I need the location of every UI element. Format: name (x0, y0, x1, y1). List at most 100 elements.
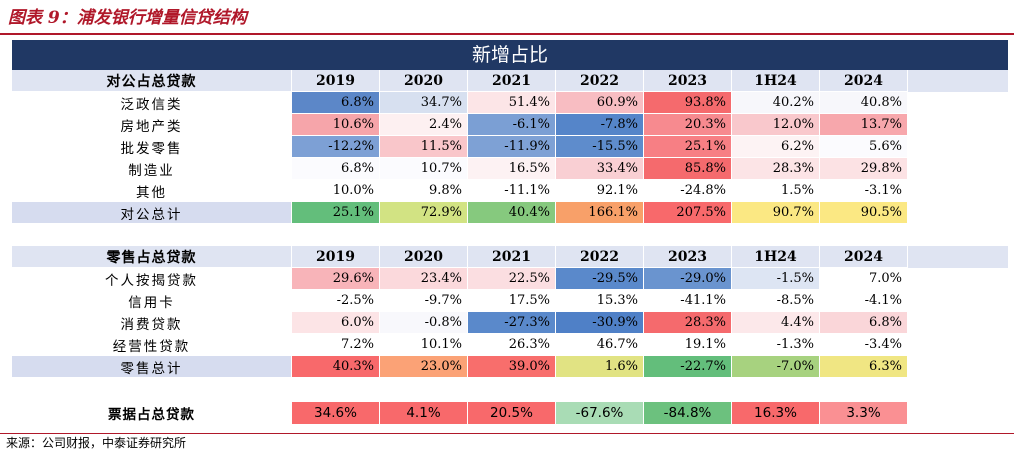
value-cell: -9.7% (380, 290, 468, 312)
value-cell: 7.2% (292, 334, 380, 356)
row-label: 个人按揭贷款 (12, 268, 292, 290)
row-label: 信用卡 (12, 290, 292, 312)
table-row: 制造业 6.8% 10.7% 16.5% 33.4% 85.8% 28.3% 29.8% (12, 158, 1008, 180)
value-cell: 33.4% (556, 158, 644, 180)
value-cell: 60.9% (556, 92, 644, 114)
value-cell: -11.9% (468, 136, 556, 158)
spacer-row (12, 378, 1008, 400)
value-cell: 23.4% (380, 268, 468, 290)
section-header-row: 零售占总贷款 2019 2020 2021 2022 2023 1H24 2024 (12, 246, 1008, 268)
value-cell: -30.9% (556, 312, 644, 334)
total-row: 零售总计 40.3% 23.0% 39.0% 1.6% -22.7% -7.0% 6.3% (12, 356, 1008, 378)
value-cell: 4.1% (380, 402, 468, 425)
year-header: 2021 (468, 70, 556, 92)
value-cell: 1.6% (556, 356, 644, 378)
row-label: 消费贷款 (12, 312, 292, 334)
value-cell: -8.5% (732, 290, 820, 312)
value-cell: 6.0% (292, 312, 380, 334)
row-label: 经营性贷款 (12, 334, 292, 356)
value-cell: 40.2% (732, 92, 820, 114)
value-cell: 4.4% (732, 312, 820, 334)
total-row: 对公总计 25.1% 72.9% 40.4% 166.1% 207.5% 90.7% 90.5… (12, 202, 1008, 224)
figure-title: 图表 9：浦发银行增量信贷结构 (8, 8, 247, 28)
value-cell: 23.0% (380, 356, 468, 378)
row-label: 制造业 (12, 158, 292, 180)
value-cell: 26.3% (468, 334, 556, 356)
value-cell: 2.4% (380, 114, 468, 136)
value-cell: 7.0% (820, 268, 908, 290)
value-cell: 5.6% (820, 136, 908, 158)
title-divider (0, 33, 1014, 35)
table-row: 房地产类 10.6% 2.4% -6.1% -7.8% 20.3% 12.0% 13.7% (12, 114, 1008, 136)
value-cell: -12.2% (292, 136, 380, 158)
year-header: 2022 (556, 246, 644, 268)
value-cell: 13.7% (820, 114, 908, 136)
value-cell: -24.8% (644, 180, 732, 202)
value-cell: 207.5% (644, 202, 732, 224)
value-cell: 12.0% (732, 114, 820, 136)
value-cell: 85.8% (644, 158, 732, 180)
value-cell: 11.5% (380, 136, 468, 158)
value-cell: 51.4% (468, 92, 556, 114)
value-cell: 40.8% (820, 92, 908, 114)
value-cell: 15.3% (556, 290, 644, 312)
value-cell: 90.5% (820, 202, 908, 224)
value-cell: -15.5% (556, 136, 644, 158)
value-cell: -0.8% (380, 312, 468, 334)
spacer-row (12, 224, 1008, 246)
year-header: 2022 (556, 70, 644, 92)
table-row: 批发零售 -12.2% 11.5% -11.9% -15.5% 25.1% 6.2% 5.6% (12, 136, 1008, 158)
value-cell: 34.7% (380, 92, 468, 114)
table-banner: 新增占比 (12, 40, 1008, 70)
value-cell: -1.5% (732, 268, 820, 290)
value-cell: -27.3% (468, 312, 556, 334)
value-cell: 16.3% (732, 402, 820, 425)
year-header: 2020 (380, 246, 468, 268)
value-cell: 34.6% (292, 402, 380, 425)
value-cell: -67.6% (556, 402, 644, 425)
row-label: 票据占总贷款 (12, 402, 292, 425)
table-row: 信用卡 -2.5% -9.7% 17.5% 15.3% -41.1% -8.5% -4.1% (12, 290, 1008, 312)
year-header: 1H24 (732, 70, 820, 92)
value-cell: 40.3% (292, 356, 380, 378)
value-cell: -11.1% (468, 180, 556, 202)
table-row: 个人按揭贷款 29.6% 23.4% 22.5% -29.5% -29.0% -1.5% 7.… (12, 268, 1008, 290)
retail-section: 零售占总贷款 2019 2020 2021 2022 2023 1H24 2024 个人按揭贷款… (12, 246, 1008, 378)
section-header-label: 零售占总贷款 (12, 246, 292, 268)
year-header: 1H24 (732, 246, 820, 268)
year-header: 2024 (820, 246, 908, 268)
value-cell: 17.5% (468, 290, 556, 312)
value-cell: -3.4% (820, 334, 908, 356)
value-cell: 3.3% (820, 402, 908, 425)
table-row: 泛政信类 6.8% 34.7% 51.4% 60.9% 93.8% 40.2% 40.8% (12, 92, 1008, 114)
value-cell: 1.5% (732, 180, 820, 202)
value-cell: 19.1% (644, 334, 732, 356)
value-cell: 10.6% (292, 114, 380, 136)
value-cell: -2.5% (292, 290, 380, 312)
year-header: 2024 (820, 70, 908, 92)
value-cell: 10.1% (380, 334, 468, 356)
value-cell: 6.8% (292, 92, 380, 114)
bill-row: 票据占总贷款 34.6% 4.1% 20.5% -67.6% -84.8% 16.3% 3.3… (12, 402, 1008, 425)
row-label: 泛政信类 (12, 92, 292, 114)
year-header: 2023 (644, 70, 732, 92)
year-header: 2023 (644, 246, 732, 268)
value-cell: -7.0% (732, 356, 820, 378)
value-cell: 28.3% (732, 158, 820, 180)
source-divider (0, 433, 1014, 434)
value-cell: 39.0% (468, 356, 556, 378)
value-cell: 6.3% (820, 356, 908, 378)
value-cell: 22.5% (468, 268, 556, 290)
value-cell: 10.7% (380, 158, 468, 180)
year-header: 2020 (380, 70, 468, 92)
value-cell: 25.1% (644, 136, 732, 158)
year-header: 2021 (468, 246, 556, 268)
value-cell: 92.1% (556, 180, 644, 202)
value-cell: -29.0% (644, 268, 732, 290)
row-label: 对公总计 (12, 202, 292, 224)
value-cell: -3.1% (820, 180, 908, 202)
value-cell: -7.8% (556, 114, 644, 136)
value-cell: 90.7% (732, 202, 820, 224)
value-cell: -6.1% (468, 114, 556, 136)
row-label: 房地产类 (12, 114, 292, 136)
